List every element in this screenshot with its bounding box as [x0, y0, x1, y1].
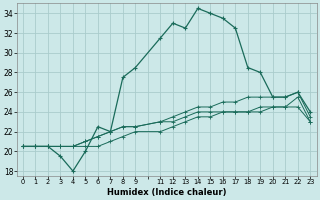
X-axis label: Humidex (Indice chaleur): Humidex (Indice chaleur) [107, 188, 226, 197]
